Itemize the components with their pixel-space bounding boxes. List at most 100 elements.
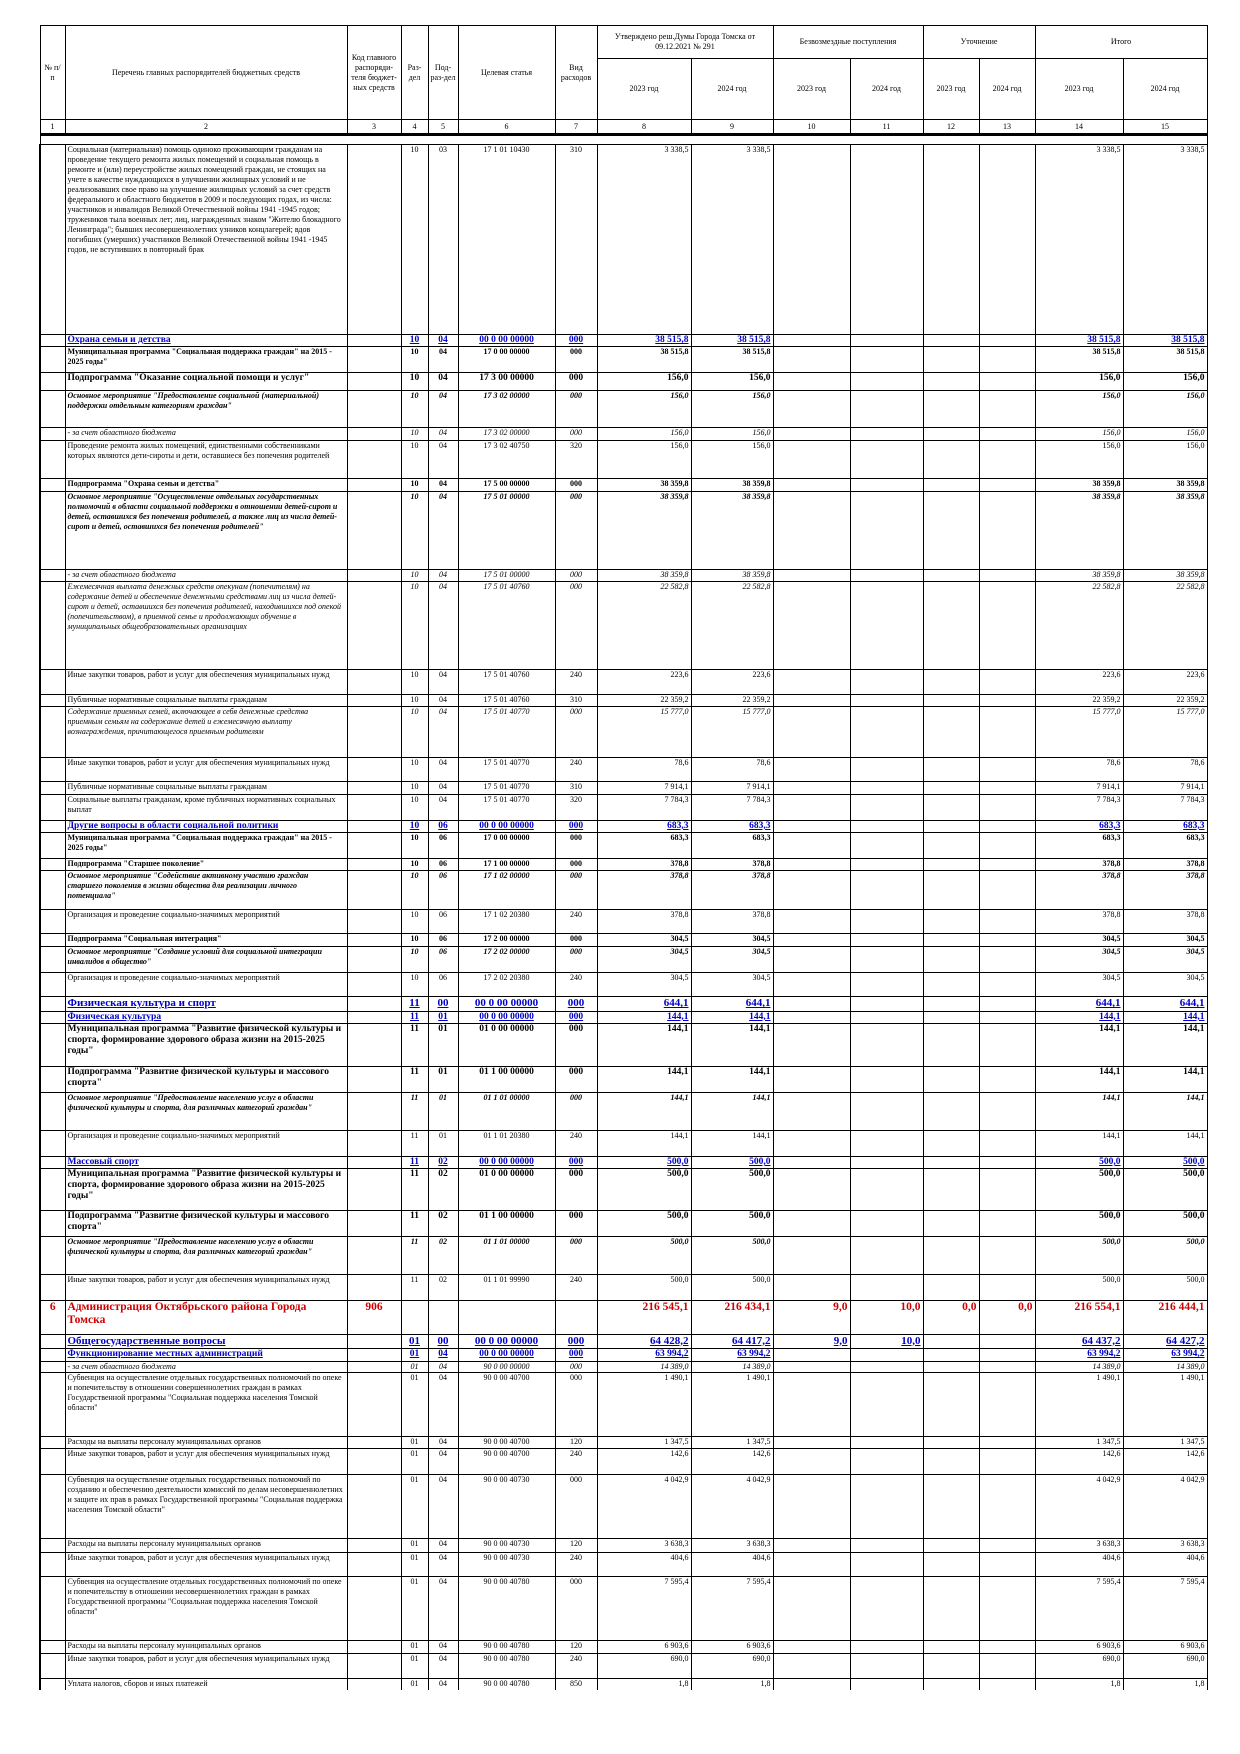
cell: 90 0 00 40780 — [457, 1640, 556, 1654]
cell — [346, 1010, 402, 1024]
cell — [39, 781, 66, 795]
cell: 11 — [400, 1273, 429, 1301]
cell: 00 0 00 00000 — [457, 1010, 556, 1024]
cell: 500,0 — [1122, 1168, 1208, 1211]
cell — [978, 1360, 1036, 1373]
table-row: Подпрограмма "Социальная интеграция" 10 06… — [39, 933, 1208, 947]
cell — [39, 971, 66, 997]
item-name: Другие вопросы в области социальной поли… — [64, 819, 348, 833]
cell: 64 428,2 — [596, 1333, 692, 1349]
cell: 01 — [427, 1065, 459, 1093]
cell: 04 — [427, 427, 459, 441]
cell — [922, 1168, 980, 1211]
cell — [39, 1551, 66, 1577]
cell: 378,8 — [1034, 858, 1124, 871]
item-name: Организация и проведение социально-значи… — [64, 908, 348, 934]
cell — [39, 1155, 66, 1169]
cell: 38 359,8 — [1122, 569, 1208, 582]
cell: 4 042,9 — [1034, 1474, 1124, 1539]
cell: 500,0 — [1122, 1273, 1208, 1301]
cell — [772, 781, 851, 795]
cell — [922, 781, 980, 795]
cell: 690,0 — [1034, 1652, 1124, 1679]
cell — [400, 1299, 429, 1335]
cell — [346, 693, 402, 707]
cell: 156,0 — [1122, 372, 1208, 391]
cell: 1 490,1 — [690, 1371, 774, 1437]
table-header: № п/п Перечень главных распорядителей бю… — [39, 25, 1208, 145]
cell — [772, 693, 851, 707]
table-row: Муниципальная программа "Социальная подд… — [39, 346, 1208, 373]
table-row: Проведение ремонта жилых помещений, един… — [39, 439, 1208, 479]
cell — [849, 756, 924, 782]
cell — [39, 706, 66, 758]
cell: 38 359,8 — [690, 491, 774, 570]
item-name: Содержание приемных семей, включающее в … — [64, 706, 348, 758]
cell — [39, 477, 66, 492]
cell — [346, 870, 402, 910]
cell — [922, 945, 980, 973]
table-row: Подпрограмма "Старшее поколение" 10 06 17 1… — [39, 858, 1208, 871]
cell: 90 0 00 40730 — [457, 1551, 556, 1577]
cell: 320 — [554, 793, 598, 821]
cell: 000 — [554, 1010, 598, 1024]
cell: 10 — [400, 372, 429, 391]
cell: 216 554,1 — [1034, 1299, 1124, 1335]
cell — [772, 1130, 851, 1157]
cell: 1 347,5 — [690, 1435, 774, 1449]
cell — [978, 1065, 1036, 1093]
cell — [554, 1299, 598, 1335]
cell — [978, 781, 1036, 795]
cell: 378,8 — [1122, 870, 1208, 910]
cell: 304,5 — [690, 945, 774, 973]
table-row: Иные закупки товаров, работ и услуг для … — [39, 756, 1208, 782]
cell — [922, 1065, 980, 1093]
cell — [39, 693, 66, 707]
cell: 17 1 02 20380 — [457, 908, 556, 934]
cell — [346, 427, 402, 441]
table-row: Организация и проведение социально-значи… — [39, 1130, 1208, 1157]
cell — [922, 1640, 980, 1654]
item-name: Социальные выплаты гражданам, кроме публ… — [64, 793, 348, 821]
cell: 000 — [554, 581, 598, 670]
cell — [978, 693, 1036, 707]
cell: 000 — [554, 1209, 598, 1237]
cell: 304,5 — [1034, 945, 1124, 973]
cell: 500,0 — [690, 1209, 774, 1237]
cell — [849, 1474, 924, 1539]
cell — [346, 945, 402, 973]
cell — [772, 1677, 851, 1691]
cell: 10 — [400, 971, 429, 997]
cell — [39, 1273, 66, 1301]
cell: 156,0 — [690, 427, 774, 441]
cell — [849, 491, 924, 570]
cell — [346, 1348, 402, 1362]
cell — [39, 1010, 66, 1024]
cell: 04 — [427, 491, 459, 570]
item-name: Иные закупки товаров, работ и услуг для … — [64, 669, 348, 695]
table-row: Субвенция на осуществление отдельных гос… — [39, 1474, 1208, 1539]
cell: 01 — [400, 1448, 429, 1475]
item-name: Подпрограмма "Охрана семьи и детства" — [64, 477, 348, 492]
table-row: - за счет областного бюджета 01 04 90 0 00 … — [39, 1360, 1208, 1373]
cell: 144,1 — [1034, 1091, 1124, 1131]
cell: 17 3 02 00000 — [457, 390, 556, 428]
cell: 11 — [400, 1010, 429, 1024]
cell — [772, 1371, 851, 1437]
cell — [346, 1130, 402, 1157]
cell: 4 042,9 — [1122, 1474, 1208, 1539]
cell: 10 — [400, 669, 429, 695]
cell — [39, 1235, 66, 1275]
cell: 304,5 — [1034, 971, 1124, 997]
cell — [978, 491, 1036, 570]
cell — [772, 1652, 851, 1679]
cell: 000 — [554, 945, 598, 973]
cell: 378,8 — [596, 908, 692, 934]
cell: 04 — [427, 706, 459, 758]
cell — [346, 439, 402, 479]
cell: 000 — [554, 870, 598, 910]
cell — [922, 1235, 980, 1275]
cell — [978, 346, 1036, 373]
cell: 38 515,8 — [596, 346, 692, 373]
cell: 3 338,5 — [690, 144, 774, 335]
